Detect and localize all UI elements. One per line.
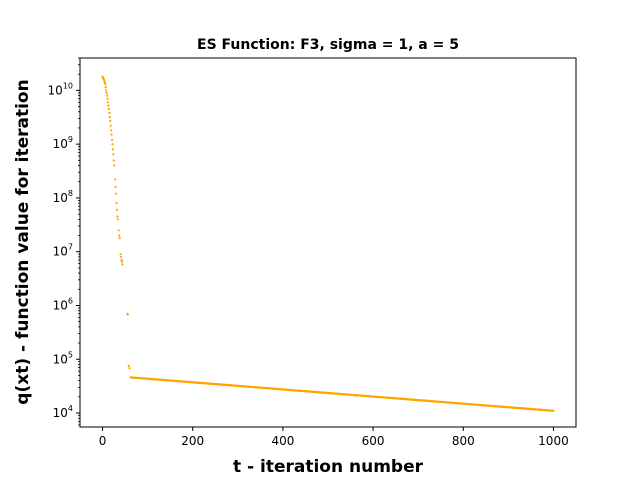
y-tick-label: 104: [53, 404, 73, 420]
plot-frame: [79, 57, 577, 428]
x-tick-label: 200: [181, 434, 204, 448]
data-point: [552, 409, 555, 412]
x-tick-label: 400: [271, 434, 294, 448]
y-tick-label: 107: [53, 243, 73, 259]
data-point: [114, 178, 117, 181]
x-tick-label: 600: [362, 434, 385, 448]
data-point: [119, 253, 122, 256]
data-point: [120, 258, 123, 262]
data-point: [104, 83, 107, 86]
data-point: [118, 236, 121, 240]
data-point: [111, 148, 115, 151]
x-tick-label: 800: [452, 434, 475, 448]
data-point: [105, 94, 109, 97]
y-axis: 104 105 106 107 108 109 1010: [48, 57, 80, 426]
data-point: [107, 104, 110, 107]
data-point: [108, 111, 111, 115]
x-axis-label: t - iteration number: [233, 457, 424, 477]
data-point: [115, 208, 119, 211]
data-point: [109, 124, 112, 127]
data-point: [121, 263, 124, 266]
x-axis: 0 200 400 600 800 1000: [99, 427, 569, 448]
data-point: [110, 129, 113, 132]
y-tick-label: 105: [53, 350, 73, 366]
data-point: [113, 164, 116, 167]
data-point: [105, 89, 108, 92]
x-tick-label: 1000: [538, 434, 569, 448]
data-point: [118, 234, 121, 237]
y-tick-label: 109: [53, 135, 73, 151]
y-tick-label: 1010: [48, 81, 73, 97]
x-tick-label: 0: [99, 434, 107, 448]
data-point: [120, 260, 124, 263]
data-point: [111, 143, 114, 146]
data-point: [126, 313, 129, 316]
data-point: [103, 81, 106, 84]
data-points: [101, 75, 555, 412]
y-tick-label: 106: [53, 296, 73, 312]
data-point: [119, 255, 123, 259]
chart-title: ES Function: F3, sigma = 1, a = 5: [197, 37, 459, 53]
y-axis-label: q(xt) - function value for iteration: [13, 79, 33, 404]
data-point: [116, 218, 119, 221]
data-point: [115, 202, 118, 205]
data-point: [117, 229, 120, 232]
data-point: [110, 133, 113, 136]
data-point: [106, 97, 109, 100]
data-point: [105, 91, 108, 94]
data-point: [114, 192, 118, 195]
data-point: [109, 119, 112, 123]
data-point: [127, 364, 130, 368]
data-point: [106, 101, 110, 104]
data-point: [116, 215, 119, 218]
data-point: [112, 159, 115, 162]
y-tick-label: 108: [53, 189, 73, 205]
data-point: [110, 138, 114, 141]
data-point: [104, 86, 107, 89]
data-point: [108, 115, 111, 119]
data-point: [128, 367, 131, 370]
data-point: [114, 185, 117, 189]
data-point: [112, 153, 115, 156]
data-point: [107, 107, 110, 111]
